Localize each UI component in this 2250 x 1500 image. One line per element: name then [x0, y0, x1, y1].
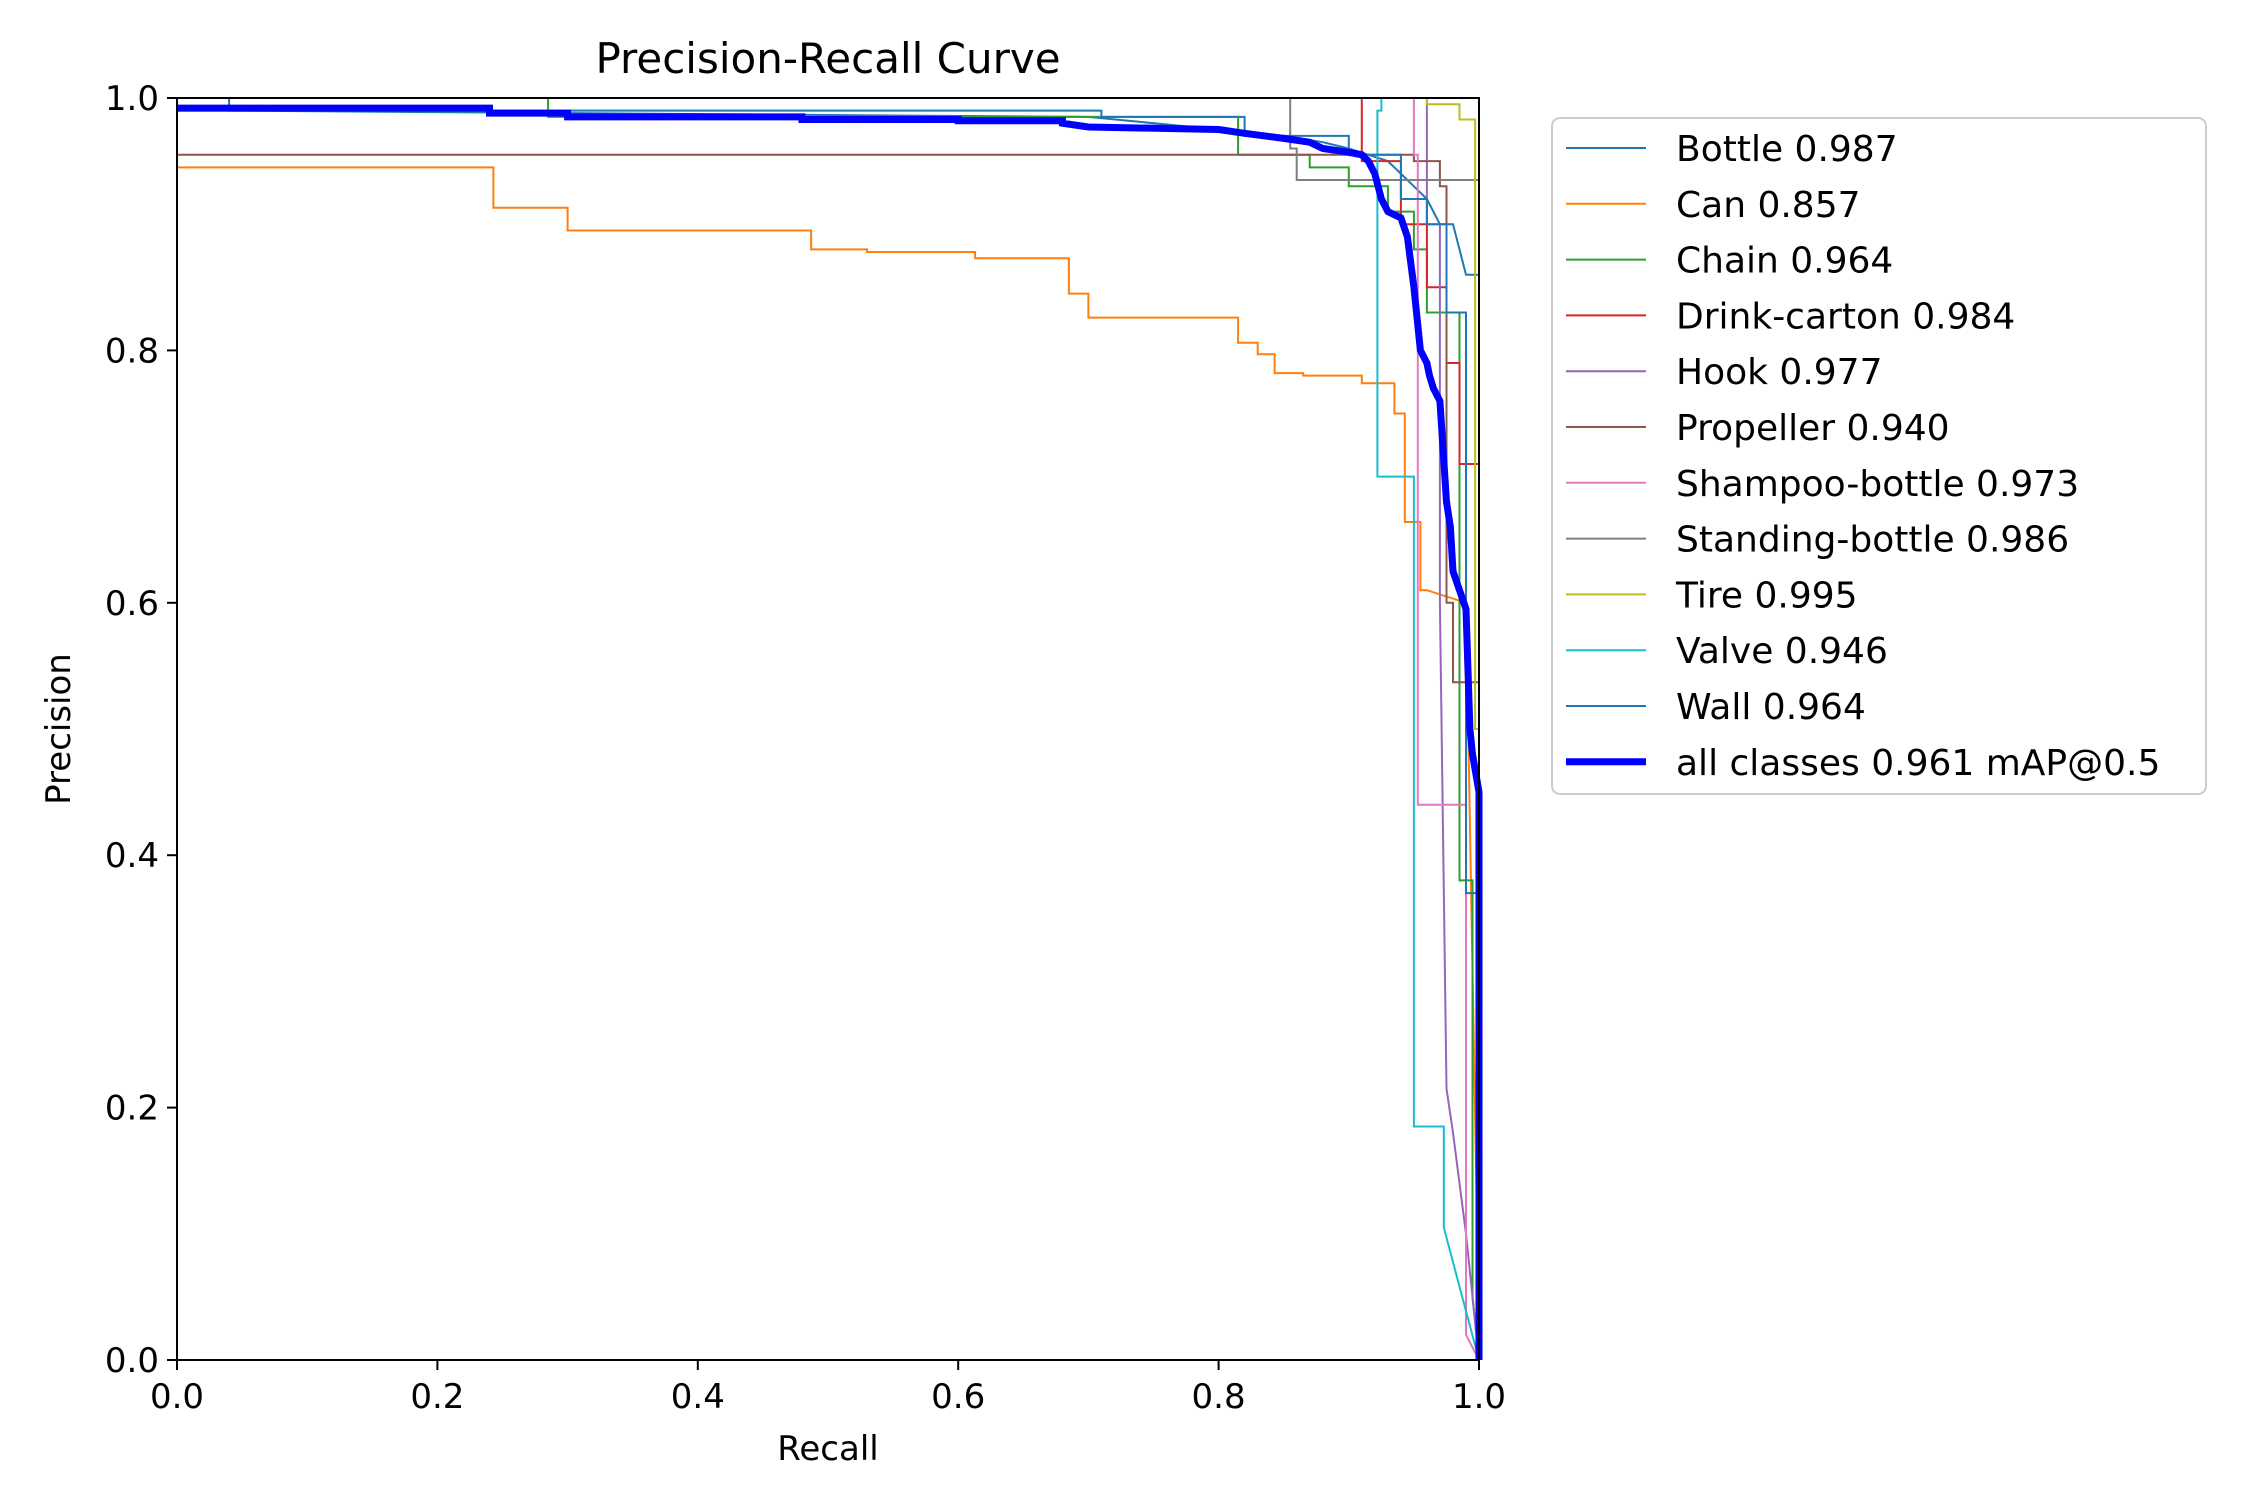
x-tick-label: 0.0	[150, 1377, 204, 1417]
plot-area	[177, 97, 1483, 1361]
y-tick-label: 0.2	[105, 1089, 159, 1129]
x-tick-label: 0.4	[671, 1377, 725, 1417]
legend-label-7: Standing-bottle 0.986	[1676, 520, 2069, 561]
plot-frame	[176, 97, 1480, 1361]
legend-label-6: Shampoo-bottle 0.973	[1676, 464, 2079, 505]
series-line-11	[177, 104, 1483, 1360]
x-tick-label: 1.0	[1452, 1377, 1506, 1417]
series-line-3	[1360, 98, 1480, 1360]
y-axis-label: Precision	[39, 653, 79, 805]
legend-label-5: Propeller 0.940	[1676, 408, 1950, 449]
legend-label-0: Bottle 0.987	[1676, 129, 1898, 170]
legend-label-9: Valve 0.946	[1676, 631, 1888, 672]
y-tick-label: 0.0	[105, 1341, 159, 1381]
y-tick-label: 0.8	[105, 331, 159, 371]
legend-box	[1551, 117, 2207, 795]
x-tick-label: 0.6	[931, 1377, 985, 1417]
legend-label-1: Can 0.857	[1676, 185, 1861, 226]
x-axis-label: Recall	[777, 1429, 878, 1469]
x-tick-label: 0.8	[1192, 1377, 1246, 1417]
series-line-5	[177, 153, 1480, 1360]
legend-label-2: Chain 0.964	[1676, 241, 1893, 282]
y-axis: 0.0 0.2 0.4 0.6 0.8 1.0	[105, 79, 177, 1381]
series-line-2	[177, 97, 1480, 1361]
series-line-6	[1412, 98, 1480, 1361]
y-tick-label: 0.4	[105, 836, 159, 876]
legend: Bottle 0.987 Can 0.857 Chain 0.964 Drink-ca…	[1551, 117, 2207, 795]
legend-label-4: Hook 0.977	[1676, 352, 1882, 393]
series-line-1	[177, 166, 1480, 1335]
series-line-10	[177, 109, 1480, 1360]
legend-label-3: Drink-carton 0.984	[1676, 296, 2015, 337]
legend-label-11: all classes 0.961 mAP@0.5	[1676, 743, 2160, 784]
chart-title: Precision-Recall Curve	[595, 34, 1060, 83]
legend-label-10: Wall 0.964	[1676, 687, 1866, 728]
legend-label-8: Tire 0.995	[1675, 575, 1858, 616]
x-tick-label: 0.2	[410, 1377, 464, 1417]
series-line-9	[177, 97, 1480, 1361]
y-tick-label: 1.0	[105, 79, 159, 119]
y-tick-label: 0.6	[105, 584, 159, 624]
x-axis: 0.0 0.2 0.4 0.6 0.8 1.0	[150, 1360, 1506, 1417]
